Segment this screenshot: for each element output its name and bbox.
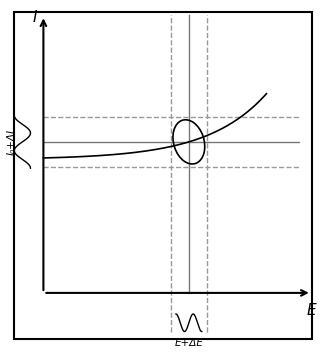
Text: I: I — [33, 10, 37, 25]
Text: E+ΔE: E+ΔE — [174, 338, 203, 348]
Text: I₀+ΔI: I₀+ΔI — [7, 129, 17, 155]
Text: E: E — [307, 303, 317, 319]
